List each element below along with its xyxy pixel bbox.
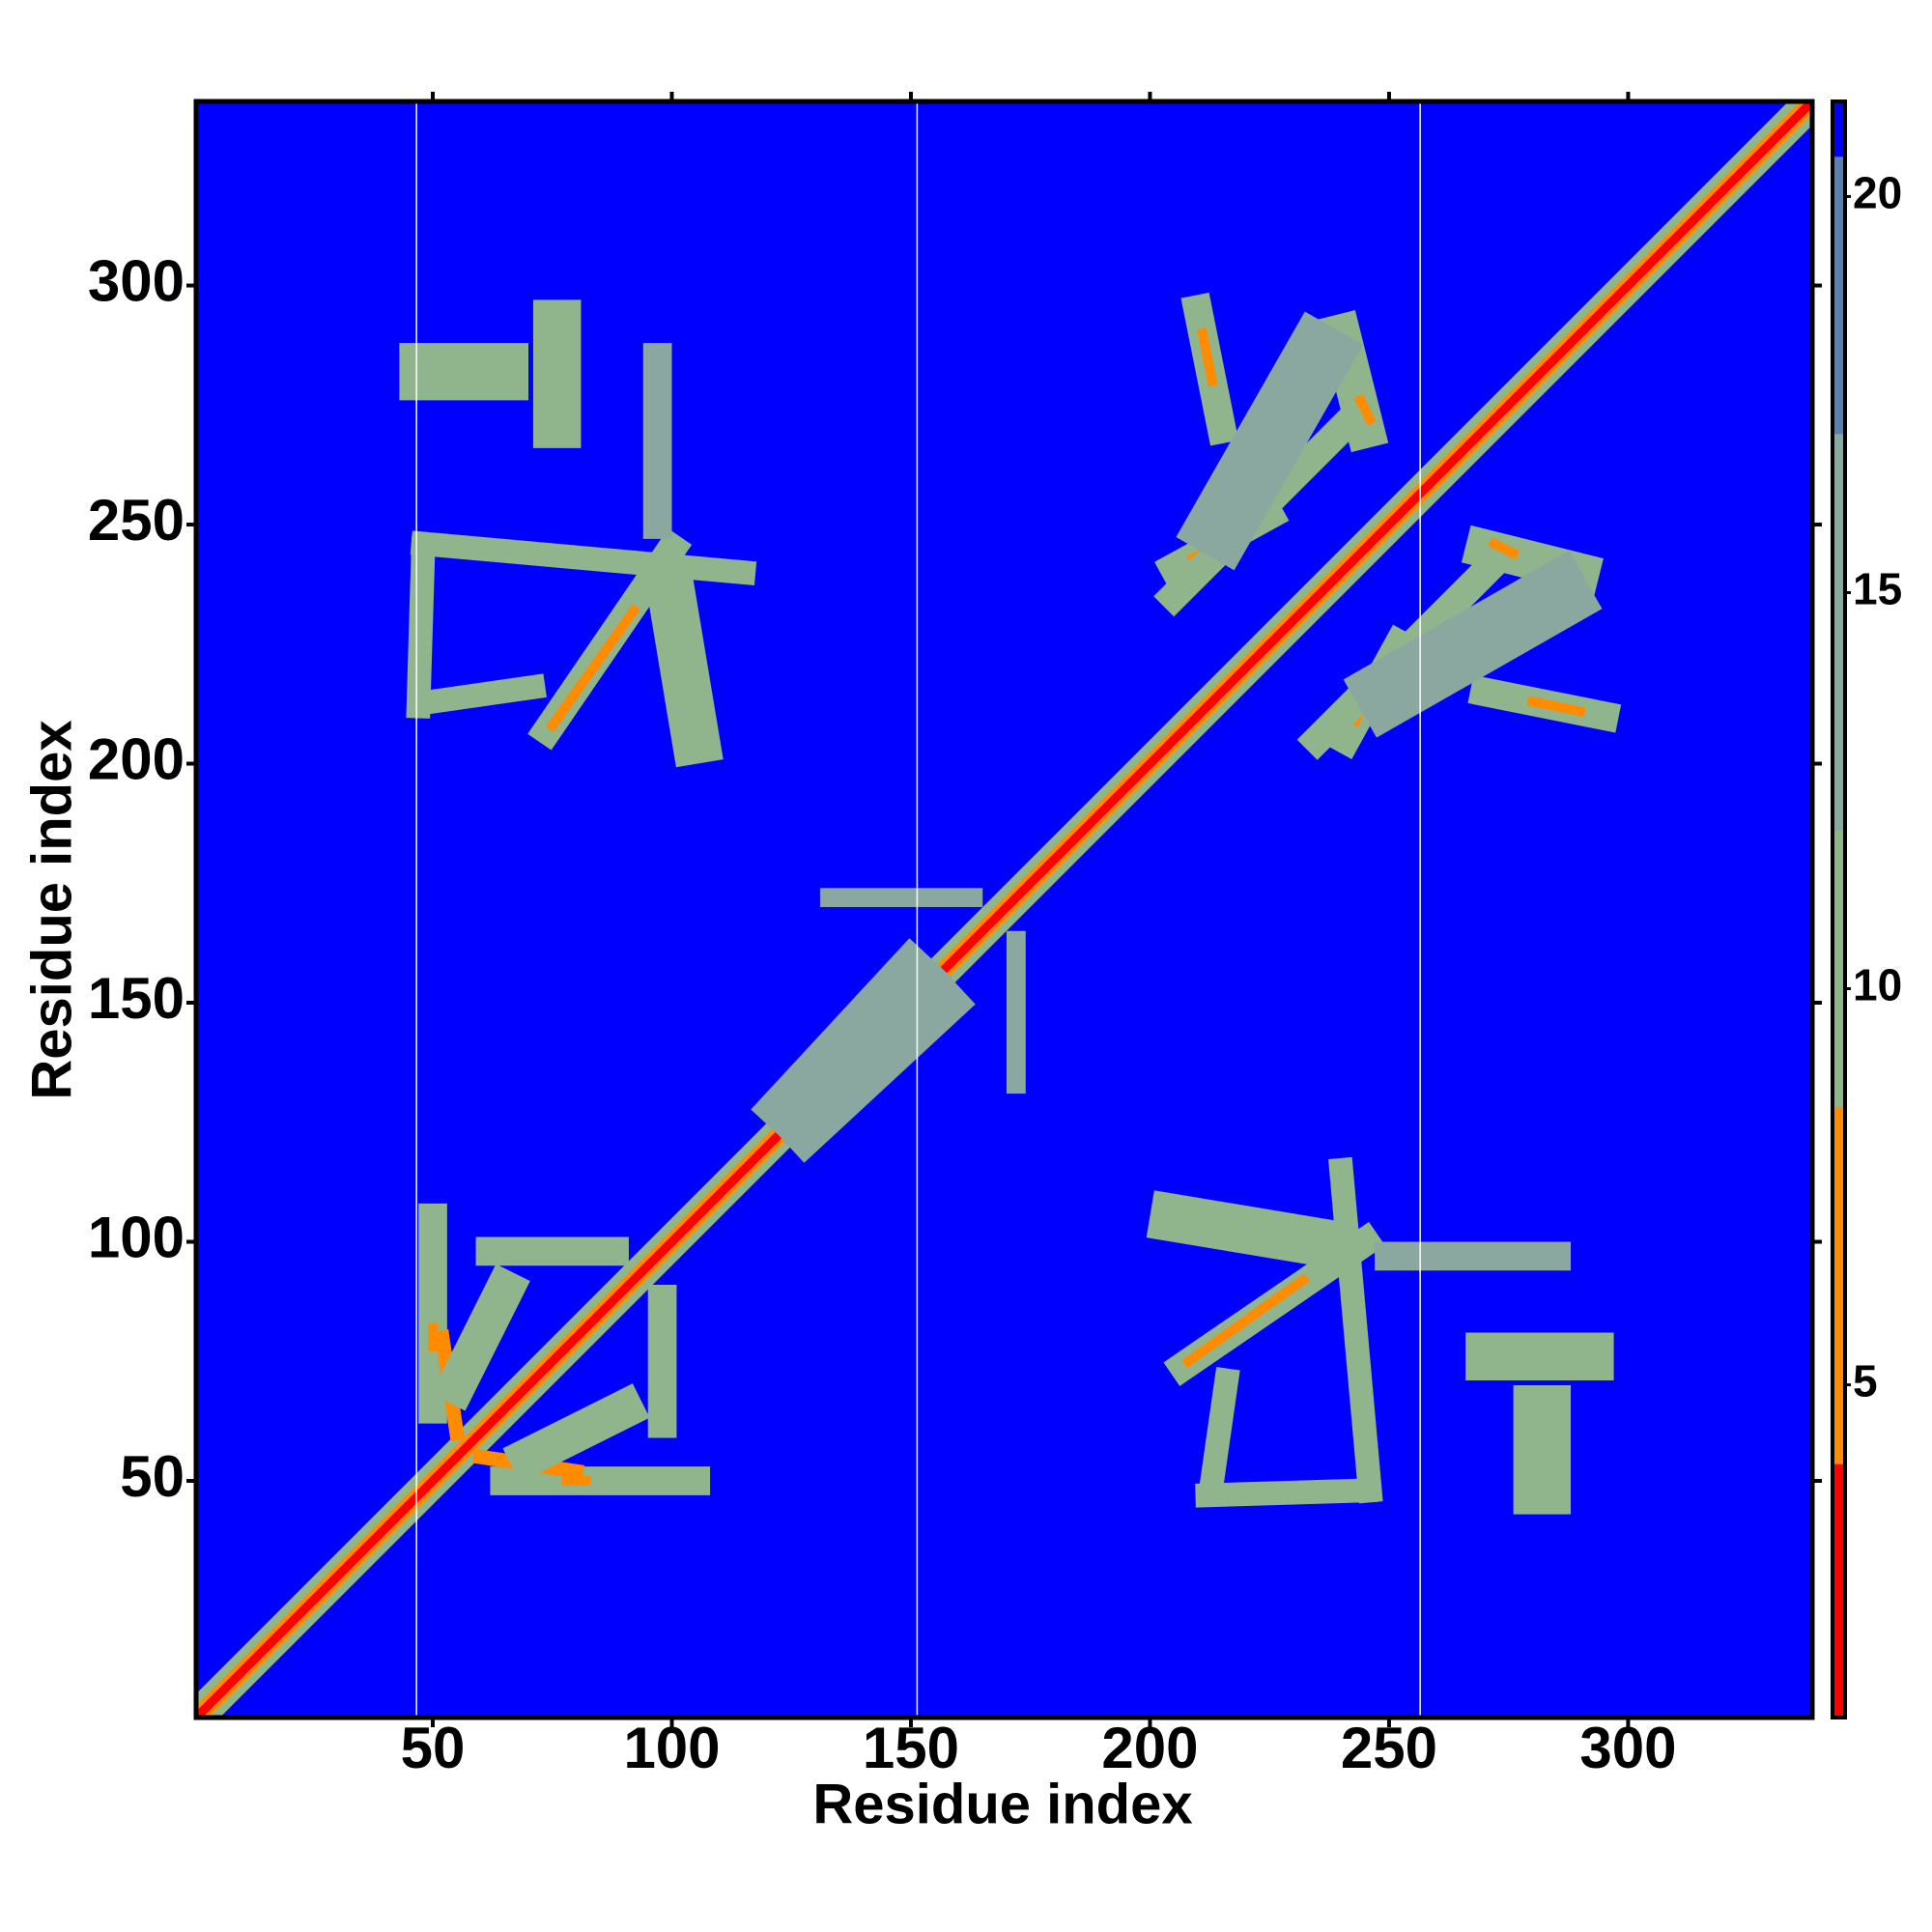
contact-band-mirror: [1328, 1156, 1383, 1504]
contact-band: [1353, 393, 1377, 426]
colorbar-segment: [1833, 156, 1845, 435]
colorbar-tick-label: 20: [1853, 168, 1902, 218]
contact-band: [419, 673, 547, 716]
y-tick-label: 250: [88, 488, 185, 553]
x-tick-label: 300: [1579, 1716, 1676, 1780]
contact-band-mirror: [1488, 537, 1520, 560]
contact-band-mirror: [1181, 1273, 1310, 1369]
colorbar-segment: [1833, 434, 1845, 831]
contact-band-mirror: [1198, 1367, 1240, 1494]
y-tick-label: 300: [88, 248, 185, 313]
plot-area: [196, 101, 1812, 1718]
contact-band: [431, 1264, 530, 1411]
contact-band-mirror: [502, 1383, 650, 1483]
contact-band-mirror: [1343, 551, 1603, 738]
contact-band: [644, 568, 724, 768]
colorbar-frame: [1831, 99, 1847, 1719]
colorbar-tick-label: 5: [1853, 1356, 1878, 1406]
plot-frame: [193, 99, 1815, 1720]
colorbar-segment: [1833, 1463, 1845, 1718]
contact-band: [406, 536, 436, 719]
contact-band-mirror: [765, 962, 976, 1163]
x-tick-label: 200: [1101, 1716, 1198, 1780]
x-axis-label: Residue index: [812, 1773, 1192, 1835]
contact-band: [1176, 311, 1363, 571]
y-axis-label: Residue index: [20, 720, 83, 1099]
y-tick-label: 100: [88, 1205, 185, 1269]
contact-band: [545, 604, 640, 732]
contact-band-mirror: [1146, 1190, 1346, 1269]
x-tick-label: 100: [623, 1716, 720, 1780]
x-tick-label: 250: [1341, 1716, 1437, 1780]
y-tick-label: 50: [120, 1444, 185, 1509]
colorbar-segment: [1833, 830, 1845, 1108]
colorbar-tick-label: 10: [1853, 960, 1902, 1010]
colorbar-segment: [1833, 101, 1845, 157]
contact-band-mirror: [1526, 696, 1586, 717]
overlay: 50 100 150 200 250 300 50 100 150 200 250 300 5 10 15 2…: [88, 92, 1902, 1780]
contact-band-mirror: [196, 101, 1812, 1718]
contact-band: [1197, 327, 1218, 387]
y-tick-label: 200: [88, 726, 185, 791]
y-tick-label: 150: [88, 966, 185, 1031]
colorbar-tick-label: 15: [1853, 564, 1902, 614]
contact-band-mirror: [1195, 1478, 1378, 1508]
colorbar-segment: [1833, 1107, 1845, 1464]
contact-band: [410, 530, 757, 585]
x-tick-label: 150: [863, 1716, 959, 1780]
x-tick-label: 50: [401, 1716, 466, 1780]
